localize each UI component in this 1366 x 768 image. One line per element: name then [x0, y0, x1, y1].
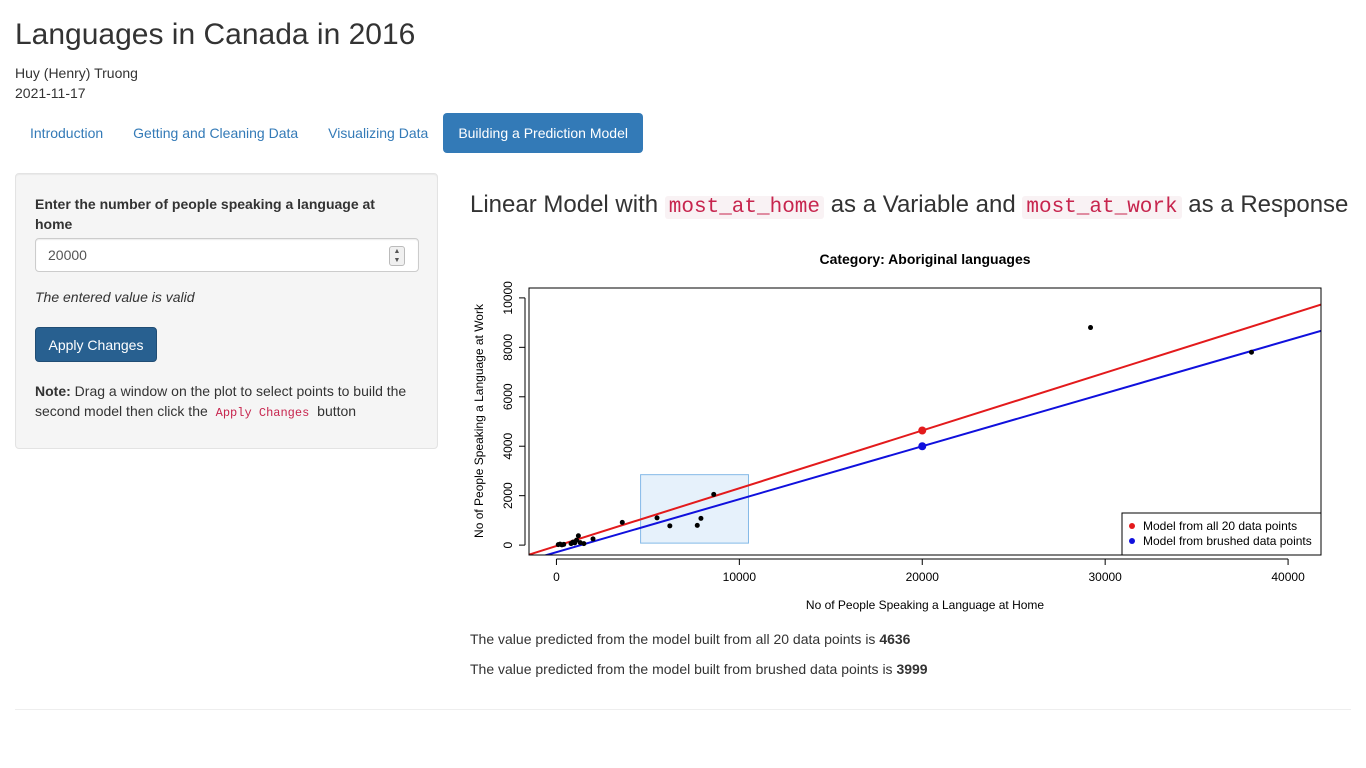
legend: Model from all 20 data points Model from… [1121, 512, 1322, 556]
heading-mid: as a Variable and [830, 191, 1016, 218]
apply-changes-button[interactable]: Apply Changes [35, 327, 157, 362]
chart-title: Category: Aboriginal languages [819, 251, 1030, 267]
note-label: Note: [35, 383, 71, 399]
data-point-12 [619, 519, 625, 525]
data-point-15 [694, 522, 700, 528]
y-tick-label-5: 10000 [501, 281, 515, 315]
page-title: Languages in Canada in 2016 [15, 18, 416, 51]
y-tick-label-1: 2000 [501, 482, 515, 509]
y-axis-label: No of People Speaking a Language at Work [472, 303, 486, 538]
spinner-up-icon[interactable]: ▲ [393, 248, 401, 255]
prediction-all: The value predicted from the model built… [470, 631, 910, 647]
data-point-19 [1248, 349, 1254, 355]
x-tick-label-0: 0 [553, 570, 560, 584]
brush-selection [640, 474, 749, 544]
note-body: Drag a window on the plot to select poin… [35, 383, 407, 419]
heading-pre: Linear Model with [470, 191, 659, 218]
y-tick-label-4: 8000 [501, 334, 515, 361]
validation-message: The entered value is valid [35, 289, 195, 305]
y-tick-label-2: 4000 [501, 433, 515, 460]
tab-bar: Introduction Getting and Cleaning Data V… [15, 113, 643, 153]
x-tick-label-4: 40000 [1271, 570, 1305, 584]
prediction-point-0 [918, 426, 927, 435]
prediction-brushed-value: 3999 [896, 661, 928, 677]
legend-box [1121, 512, 1322, 556]
heading-response-code: most_at_work [1022, 196, 1182, 219]
prediction-all-value: 4636 [879, 631, 911, 647]
data-point-7 [574, 537, 580, 543]
date: 2021-11-17 [15, 85, 86, 101]
prediction-all-text: The value predicted from the model built… [470, 631, 876, 647]
data-point-16 [698, 515, 704, 521]
sidebar-panel: Enter the number of people speaking a la… [15, 173, 438, 449]
data-point-13 [654, 515, 660, 521]
tab-visualizing-data[interactable]: Visualizing Data [328, 125, 429, 141]
x-axis-label: No of People Speaking a Language at Home [806, 598, 1044, 612]
y-tick-label-3: 6000 [501, 383, 515, 410]
heading-post: as a Response [1188, 191, 1349, 218]
plot-frame [528, 287, 1322, 556]
data-point-8 [575, 533, 581, 539]
spinner-down-icon[interactable]: ▼ [393, 257, 401, 264]
legend-entry-all: Model from all 20 data points [1143, 519, 1297, 533]
model-heading: Linear Model with most_at_home as a Vari… [470, 191, 1348, 219]
note-text: Note: Drag a window on the plot to selec… [35, 381, 425, 423]
number-spinner[interactable]: ▲ ▼ [389, 246, 405, 266]
data-point-10 [581, 541, 587, 547]
heading-variable-code: most_at_home [664, 196, 825, 219]
data-point-3 [561, 541, 567, 547]
footer-divider [15, 709, 1351, 710]
home-speakers-input[interactable] [35, 238, 419, 272]
data-point-11 [590, 536, 596, 542]
x-tick-label-1: 10000 [723, 570, 757, 584]
note-end: button [317, 403, 357, 419]
input-label: Enter the number of people speaking a la… [35, 196, 375, 232]
tab-introduction[interactable]: Introduction [30, 125, 104, 141]
author: Huy (Henry) Truong [15, 65, 138, 81]
legend-marker-all [1129, 523, 1135, 529]
x-tick-label-3: 30000 [1088, 570, 1122, 584]
legend-entry-brushed: Model from brushed data points [1143, 534, 1312, 548]
note-code: Apply Changes [215, 406, 310, 420]
tab-getting-cleaning-data[interactable]: Getting and Cleaning Data [133, 125, 299, 141]
x-tick-label-2: 20000 [906, 570, 940, 584]
legend-marker-brushed [1129, 538, 1135, 544]
tab-building-prediction-model[interactable]: Building a Prediction Model [443, 113, 643, 153]
prediction-brushed: The value predicted from the model built… [470, 661, 928, 677]
prediction-brushed-text: The value predicted from the model built… [470, 661, 893, 677]
data-point-17 [711, 491, 717, 497]
prediction-point-1 [918, 442, 927, 451]
data-point-18 [1088, 325, 1094, 331]
data-point-14 [667, 523, 673, 529]
scatter-plot[interactable]: Category: Aboriginal languages 0 10000 200… [470, 241, 1350, 621]
y-tick-label-0: 0 [501, 541, 515, 548]
